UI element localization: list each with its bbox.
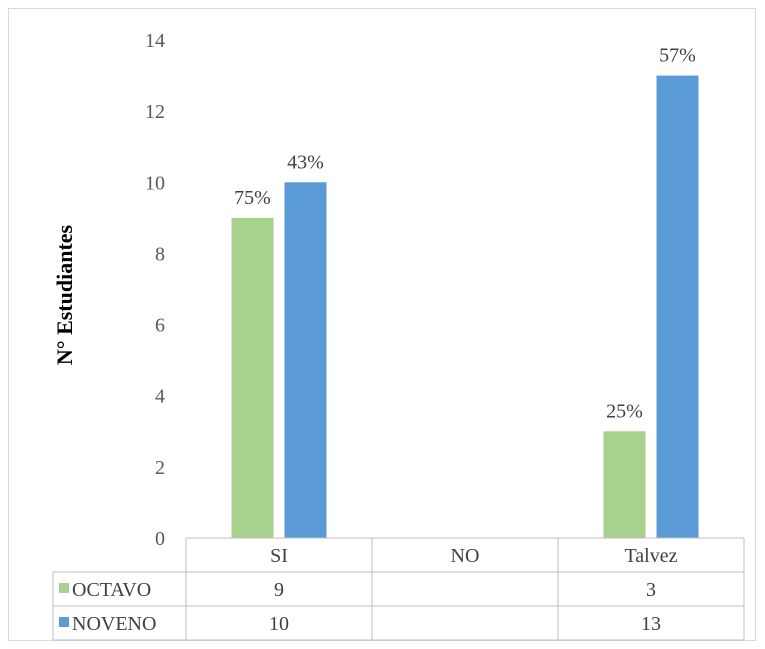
y-tick-label: 2	[155, 457, 165, 479]
table-cell: 9	[274, 579, 284, 601]
legend-swatch	[59, 617, 69, 627]
data-label: 25%	[606, 400, 643, 422]
y-tick-label: 6	[155, 315, 165, 337]
data-label: 75%	[234, 187, 271, 209]
legend-label: OCTAVO	[72, 579, 151, 601]
bar-octavo-si	[231, 217, 274, 538]
bar-noveno-talvez	[656, 75, 699, 539]
table-cell: 13	[641, 613, 661, 635]
y-axis-label: N° Estudiantes	[52, 224, 77, 365]
y-tick-label: 12	[145, 101, 165, 123]
legend-label: NOVENO	[72, 613, 156, 635]
y-tick-label: 0	[155, 528, 165, 550]
y-tick-label: 4	[155, 386, 165, 408]
x-category-label: SI	[270, 545, 288, 567]
data-label: 43%	[287, 151, 324, 173]
x-category-label: NO	[451, 545, 480, 567]
bar-octavo-talvez	[603, 431, 646, 538]
legend-swatch	[59, 583, 69, 593]
table-cell: 3	[646, 579, 656, 601]
x-category-label: Talvez	[624, 545, 677, 567]
bar-noveno-si	[284, 182, 327, 539]
table-cell: 10	[269, 613, 289, 635]
y-tick-label: 10	[145, 172, 165, 194]
y-tick-label: 14	[145, 30, 165, 52]
y-tick-label: 8	[155, 243, 165, 265]
data-label: 57%	[659, 45, 696, 67]
